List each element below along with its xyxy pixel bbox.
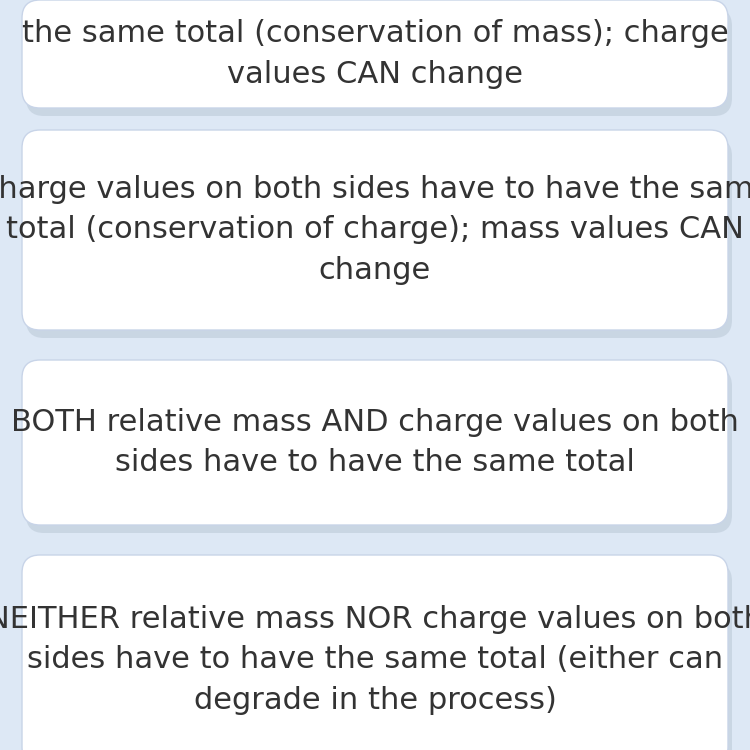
Text: the same total (conservation of mass); charge
values CAN change: the same total (conservation of mass); c… xyxy=(22,20,728,88)
FancyBboxPatch shape xyxy=(22,130,728,330)
Text: BOTH relative mass AND charge values on both
sides have to have the same total: BOTH relative mass AND charge values on … xyxy=(11,408,739,477)
FancyBboxPatch shape xyxy=(26,368,732,533)
Text: Charge values on both sides have to have the same
total (conservation of charge): Charge values on both sides have to have… xyxy=(0,175,750,285)
FancyBboxPatch shape xyxy=(26,8,732,116)
FancyBboxPatch shape xyxy=(26,563,732,750)
FancyBboxPatch shape xyxy=(22,555,728,750)
FancyBboxPatch shape xyxy=(26,138,732,338)
FancyBboxPatch shape xyxy=(22,360,728,525)
FancyBboxPatch shape xyxy=(22,0,728,108)
Text: NEITHER relative mass NOR charge values on both
sides have to have the same tota: NEITHER relative mass NOR charge values … xyxy=(0,605,750,715)
